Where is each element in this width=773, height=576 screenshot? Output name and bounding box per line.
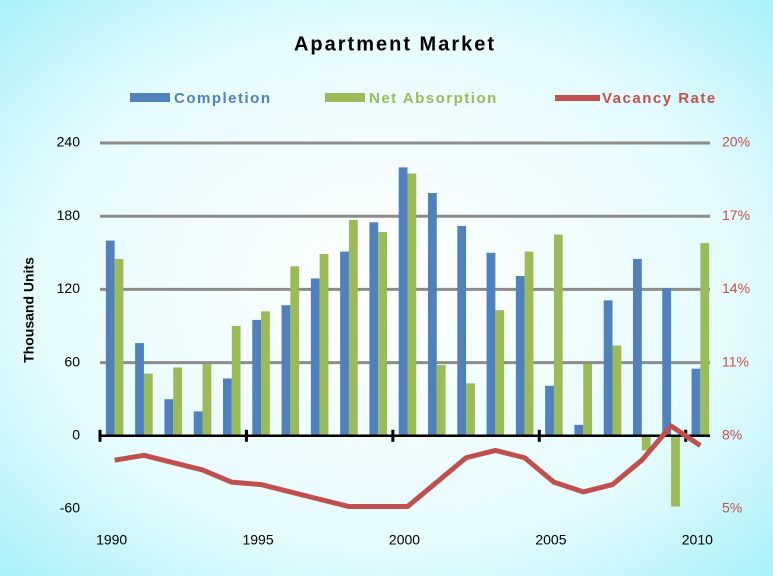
bar <box>369 222 379 436</box>
bar <box>583 363 592 436</box>
y-tick-label: 180 <box>57 207 81 223</box>
bar <box>105 240 115 436</box>
bar <box>252 319 262 436</box>
y-tick-label: 60 <box>64 353 80 369</box>
bar <box>515 275 525 436</box>
y2-tick-label: 17% <box>722 207 750 223</box>
y-tick-label: 0 <box>72 427 80 443</box>
bar <box>641 435 651 451</box>
y2-tick-label: 8% <box>722 427 742 443</box>
bar <box>378 232 387 436</box>
bar <box>114 258 124 436</box>
y2-tick-label: 14% <box>722 280 750 296</box>
y-tick-label: -60 <box>60 500 80 516</box>
bar <box>261 311 270 436</box>
x-tick-label: 2010 <box>682 532 713 548</box>
y-axis-label: Thousand Units <box>21 257 37 363</box>
bar <box>495 310 505 436</box>
y-tick-label: 240 <box>57 134 81 150</box>
bar <box>223 378 232 436</box>
y-tick-label: 120 <box>57 280 81 296</box>
bar <box>545 385 554 436</box>
x-tick-label: 1990 <box>96 532 127 548</box>
bar <box>340 251 349 436</box>
bar <box>135 343 144 436</box>
bar <box>612 345 622 436</box>
bar <box>398 167 408 436</box>
bar <box>193 411 203 436</box>
bar <box>164 399 174 436</box>
bar <box>436 365 446 436</box>
bar <box>700 243 710 436</box>
bar <box>553 234 563 436</box>
bar <box>407 173 417 436</box>
bar <box>348 219 358 436</box>
legend-label: Completion <box>174 90 272 107</box>
y2-tick-label: 5% <box>722 500 742 516</box>
y2-tick-label: 20% <box>722 134 750 150</box>
bar <box>202 363 212 436</box>
line <box>114 423 702 510</box>
bar <box>524 251 534 436</box>
bar <box>486 252 496 436</box>
bar <box>466 383 475 436</box>
bar <box>290 266 300 436</box>
bar <box>310 278 320 436</box>
chart-title: Apartment Market <box>294 33 496 55</box>
legend-label: Net Absorption <box>369 90 498 107</box>
bar <box>633 258 642 436</box>
bar <box>428 193 437 436</box>
bar <box>691 368 701 436</box>
legend-label: Vacancy Rate <box>602 90 717 107</box>
legend-swatch <box>130 93 170 102</box>
x-tick-label: 1995 <box>242 532 273 548</box>
bar <box>319 254 329 436</box>
bar <box>173 367 182 436</box>
y2-tick-label: 11% <box>722 353 749 369</box>
bar <box>603 300 613 436</box>
bar <box>281 305 291 436</box>
bar <box>231 326 241 436</box>
bar <box>671 435 680 507</box>
bar <box>662 288 672 436</box>
x-tick-label: 2005 <box>535 532 566 548</box>
x-tick-label: 2000 <box>389 532 420 548</box>
bar <box>143 373 153 436</box>
bar <box>574 424 584 436</box>
legend-swatch <box>325 93 365 102</box>
bar <box>457 225 467 436</box>
